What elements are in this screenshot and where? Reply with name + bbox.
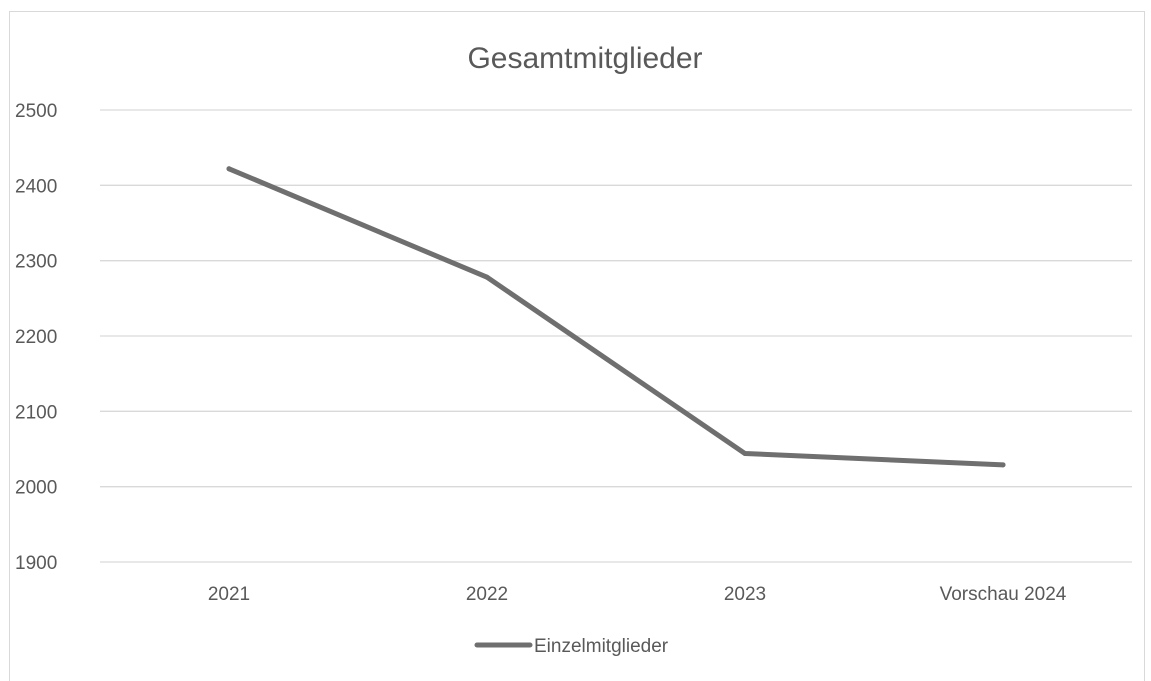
x-tick-label: Vorschau 2024 [940,584,1067,605]
series-lines [226,166,1006,468]
data-point [1000,462,1006,468]
data-point [742,451,748,457]
chart-title: Gesamtmitglieder [467,42,702,75]
y-tick-label: 1900 [15,553,57,574]
y-tick-label: 2000 [15,478,57,499]
gridlines [100,109,1132,563]
x-axis: 2021 2022 2023 Vorschau 2024 [208,584,1067,605]
legend: Einzelmitglieder [474,636,669,657]
y-tick-label: 2500 [15,101,57,122]
x-tick-label: 2023 [724,584,766,605]
chart-frame [9,11,1145,681]
y-axis: 1900 2000 2100 2200 2300 2400 2500 [15,101,57,574]
y-tick-label: 2300 [15,252,57,273]
data-point [226,166,232,172]
y-tick-label: 2100 [15,402,57,423]
series-line-0 [226,166,1006,468]
x-tick-label: 2021 [208,584,250,605]
x-tick-label: 2022 [466,584,508,605]
y-tick-label: 2200 [15,327,57,348]
data-point [484,274,490,280]
y-tick-label: 2400 [15,176,57,197]
legend-label: Einzelmitglieder [534,636,669,657]
